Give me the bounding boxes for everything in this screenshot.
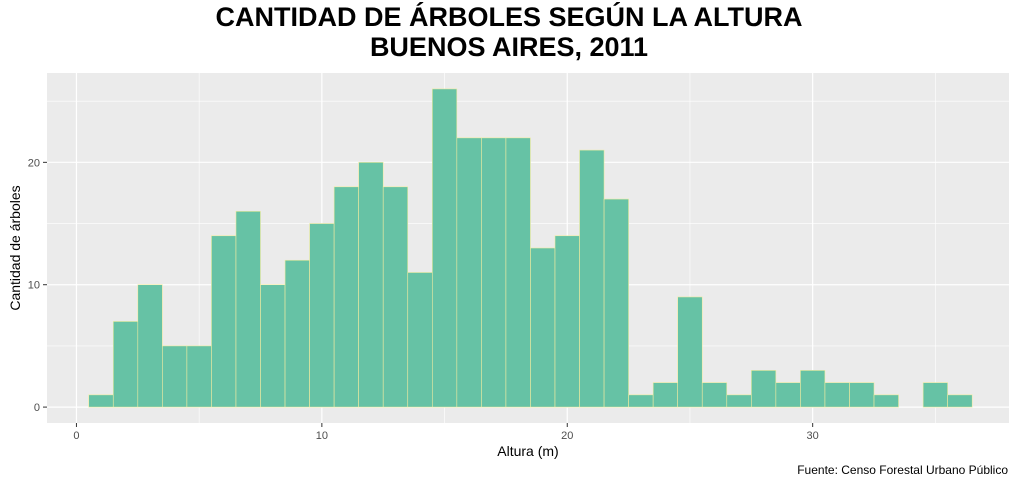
- histogram-bar: [284, 259, 310, 408]
- histogram-bar: [726, 394, 752, 408]
- histogram-bar: [824, 382, 850, 408]
- histogram-bar: [677, 296, 703, 408]
- histogram-bar: [652, 382, 678, 408]
- histogram-bar: [554, 235, 580, 408]
- histogram-bar: [137, 284, 163, 408]
- histogram-bar: [162, 345, 188, 408]
- histogram-bar: [309, 223, 335, 408]
- histogram-bar: [873, 394, 899, 408]
- y-tick-label: 20: [28, 157, 40, 169]
- histogram-bar: [530, 247, 556, 408]
- histogram-bar: [186, 345, 212, 408]
- histogram-bar: [849, 382, 875, 408]
- x-tick-label: 30: [807, 430, 819, 442]
- histogram-bar: [751, 370, 777, 408]
- y-axis: 0 10 20: [28, 157, 47, 414]
- histogram-bar: [800, 370, 826, 408]
- histogram-bar: [628, 394, 654, 408]
- x-axis: 0 10 20 30: [73, 423, 819, 442]
- histogram-bar: [407, 272, 433, 408]
- y-axis-title: Cantidad de árboles: [7, 185, 23, 310]
- histogram-bar: [579, 149, 605, 408]
- chart-title: CANTIDAD DE ÁRBOLES SEGÚN LA ALTURA BUEN…: [0, 2, 1018, 62]
- histogram-bar: [112, 321, 139, 408]
- histogram-bar: [88, 394, 114, 408]
- histogram-bar: [358, 162, 384, 408]
- x-tick-label: 20: [561, 430, 573, 442]
- x-tick-label: 0: [73, 430, 79, 442]
- bars: [88, 88, 973, 408]
- histogram-bar: [701, 382, 728, 408]
- chart-title-line-2: BUENOS AIRES, 2011: [369, 32, 649, 62]
- x-tick-label: 10: [316, 430, 328, 442]
- histogram-bar: [947, 394, 973, 408]
- histogram-bar: [922, 382, 948, 408]
- histogram-bar: [382, 186, 409, 408]
- histogram-bar: [481, 137, 507, 408]
- x-axis-title: Altura (m): [497, 443, 558, 459]
- histogram-bar: [456, 137, 482, 408]
- y-tick-label: 10: [28, 280, 40, 292]
- histogram-bar: [260, 284, 286, 408]
- histogram-bar: [603, 198, 629, 408]
- histogram-bar: [505, 137, 531, 408]
- histogram-bar: [211, 235, 237, 408]
- histogram-bar: [333, 186, 359, 408]
- chart-title-line-1: CANTIDAD DE ÁRBOLES SEGÚN LA ALTURA: [215, 2, 803, 32]
- y-tick-label: 0: [34, 402, 40, 414]
- histogram-bar: [775, 382, 801, 408]
- source-caption: Fuente: Censo Forestal Urbano Público: [797, 463, 1008, 477]
- histogram-bar: [431, 88, 458, 408]
- histogram-bar: [235, 210, 261, 408]
